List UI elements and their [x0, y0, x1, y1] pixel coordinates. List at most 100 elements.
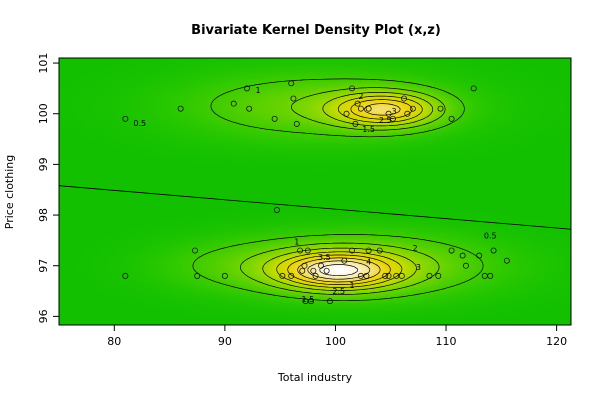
y-tick-label: 98 — [37, 208, 50, 222]
data-point — [382, 272, 389, 279]
data-point — [385, 272, 392, 279]
x-tick-label: 120 — [546, 335, 567, 348]
contour-line-1-5 — [262, 92, 434, 291]
data-point — [301, 262, 308, 269]
data-point — [341, 257, 348, 264]
contour-line-3 — [297, 103, 401, 283]
contour-label: 1.5 — [362, 125, 375, 134]
contour-label: 3 — [416, 263, 421, 272]
contour-label: 3.5 — [318, 253, 331, 262]
data-point — [192, 247, 198, 254]
density-contours — [192, 78, 484, 302]
data-point — [349, 85, 355, 92]
contour-label: 0.5 — [484, 231, 497, 240]
data-point — [437, 105, 444, 112]
data-point — [398, 272, 405, 279]
x-tick-label: 90 — [218, 335, 232, 348]
data-point — [194, 272, 201, 279]
contour-label: 1 — [349, 281, 354, 290]
contour-line-2-5 — [287, 99, 413, 285]
y-tick-label: 97 — [37, 259, 50, 273]
data-point — [349, 247, 355, 254]
data-point — [290, 95, 297, 102]
contour-label: 1.5 — [301, 295, 314, 304]
y-tick-label: 101 — [37, 53, 50, 74]
data-point — [354, 100, 361, 107]
data-point — [279, 272, 286, 279]
plot-frame — [58, 57, 572, 326]
data-point — [293, 120, 300, 127]
data-point — [244, 85, 250, 92]
contour-label: 2 — [413, 244, 418, 253]
regression-line — [59, 185, 571, 230]
data-point — [409, 105, 416, 112]
data-point — [404, 110, 411, 117]
data-point — [376, 247, 383, 254]
data-point — [343, 110, 350, 117]
data-point — [365, 105, 372, 112]
data-point — [326, 298, 333, 305]
data-point — [304, 247, 311, 254]
data-point — [401, 95, 407, 102]
data-point — [288, 80, 295, 87]
data-point — [462, 262, 469, 269]
data-point — [122, 272, 129, 279]
data-point — [487, 272, 494, 279]
y-tick-label: 99 — [37, 157, 50, 171]
data-point — [122, 115, 129, 122]
data-point — [299, 267, 306, 274]
data-point — [318, 262, 325, 269]
contour-label: 2.5 — [379, 116, 392, 125]
y-axis-title: Price clothing — [3, 155, 16, 229]
data-point — [310, 267, 317, 274]
data-point — [271, 115, 278, 122]
contour-line-2 — [276, 95, 423, 288]
data-point — [323, 267, 330, 274]
contour-line-1 — [240, 87, 446, 295]
data-point — [426, 272, 433, 279]
data-point — [221, 272, 228, 279]
data-point — [246, 105, 253, 112]
data-point — [357, 105, 364, 112]
data-point — [490, 247, 497, 254]
data-point — [230, 100, 237, 107]
data-point — [470, 85, 477, 92]
x-axis: 80 90 100 110 120 — [107, 325, 567, 348]
contour-label: 0.5 — [133, 119, 146, 128]
y-tick-label: 100 — [37, 103, 50, 124]
contour-label: 1 — [256, 86, 261, 95]
data-point — [365, 247, 372, 254]
contour-label: 2.5 — [332, 287, 345, 296]
data-point — [448, 247, 455, 254]
data-point — [352, 120, 359, 127]
data-point — [297, 247, 304, 254]
regression-line-group — [59, 185, 571, 230]
data-point — [177, 105, 184, 112]
contour-label: 1 — [294, 237, 299, 246]
data-point — [435, 272, 442, 279]
data-point — [363, 272, 370, 279]
y-axis: 96 97 98 99 100 101 — [37, 53, 59, 323]
x-tick-label: 110 — [436, 335, 457, 348]
contour-line-0-5 — [192, 78, 484, 302]
data-point — [459, 252, 466, 259]
data-point — [503, 257, 510, 264]
contour-label: 2 — [358, 92, 363, 101]
contour-label: 4 — [366, 258, 371, 267]
data-point — [476, 252, 483, 259]
y-tick-label: 96 — [37, 309, 50, 323]
data-points — [122, 80, 510, 305]
x-tick-label: 100 — [325, 335, 346, 348]
data-point — [312, 272, 319, 279]
contour-label: 3 — [392, 107, 397, 116]
data-point — [385, 110, 392, 117]
data-point — [390, 115, 396, 122]
data-point — [302, 298, 309, 305]
data-point — [448, 115, 455, 122]
x-tick-label: 80 — [107, 335, 121, 348]
x-axis-title: Total industry — [277, 371, 353, 384]
density-heatmap — [59, 58, 571, 325]
